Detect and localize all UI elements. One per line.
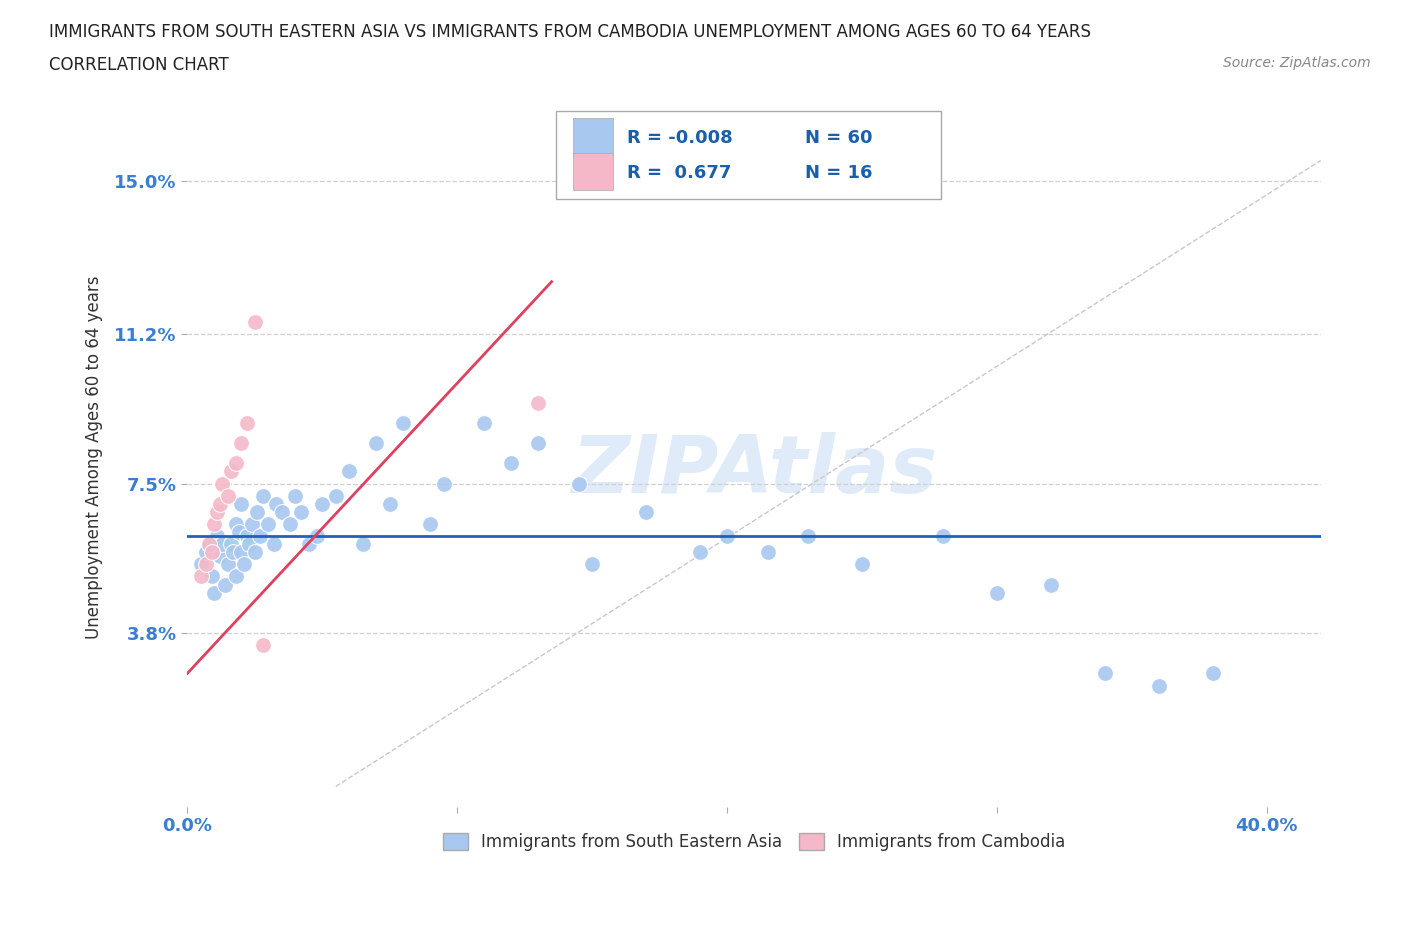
Point	[278, 516, 301, 531]
Point	[198, 537, 221, 551]
Point	[568, 476, 591, 491]
Point	[932, 528, 955, 543]
Point	[325, 488, 347, 503]
Point	[235, 416, 257, 431]
Point	[195, 557, 218, 572]
Legend: Immigrants from South Eastern Asia, Immigrants from Cambodia: Immigrants from South Eastern Asia, Immi…	[436, 826, 1071, 857]
Point	[290, 504, 312, 519]
Text: IMMIGRANTS FROM SOUTH EASTERN ASIA VS IMMIGRANTS FROM CAMBODIA UNEMPLOYMENT AMON: IMMIGRANTS FROM SOUTH EASTERN ASIA VS IM…	[49, 23, 1091, 41]
Point	[246, 504, 269, 519]
Point	[219, 537, 242, 551]
Point	[201, 569, 224, 584]
Point	[252, 488, 274, 503]
Point	[240, 516, 263, 531]
FancyBboxPatch shape	[572, 153, 613, 190]
Point	[501, 456, 523, 471]
Point	[851, 557, 873, 572]
Point	[797, 528, 820, 543]
Point	[433, 476, 456, 491]
Text: ZIPAtlas: ZIPAtlas	[571, 432, 938, 511]
Point	[263, 537, 285, 551]
Y-axis label: Unemployment Among Ages 60 to 64 years: Unemployment Among Ages 60 to 64 years	[86, 275, 103, 639]
Point	[243, 545, 266, 560]
Text: Source: ZipAtlas.com: Source: ZipAtlas.com	[1223, 56, 1371, 70]
Point	[195, 545, 218, 560]
Point	[228, 525, 250, 539]
Point	[352, 537, 374, 551]
Point	[527, 436, 550, 451]
Point	[217, 557, 239, 572]
Point	[235, 528, 257, 543]
Point	[233, 557, 256, 572]
Point	[205, 528, 228, 543]
Point	[311, 497, 333, 512]
Point	[225, 569, 247, 584]
Point	[214, 578, 236, 592]
Point	[689, 545, 711, 560]
Point	[716, 528, 738, 543]
Point	[243, 314, 266, 329]
Text: R =  0.677: R = 0.677	[627, 164, 731, 182]
Text: N = 16: N = 16	[806, 164, 873, 182]
Point	[378, 497, 401, 512]
Point	[581, 557, 603, 572]
Point	[257, 516, 280, 531]
Point	[366, 436, 388, 451]
Point	[225, 516, 247, 531]
Point	[305, 528, 328, 543]
Point	[202, 516, 225, 531]
Point	[208, 549, 231, 564]
Point	[337, 464, 360, 479]
Point	[201, 545, 224, 560]
Point	[1147, 678, 1170, 693]
Point	[225, 456, 247, 471]
Point	[231, 436, 253, 451]
Point	[198, 537, 221, 551]
Point	[1039, 578, 1062, 592]
Point	[238, 537, 260, 551]
Point	[208, 497, 231, 512]
Text: R = -0.008: R = -0.008	[627, 129, 733, 147]
Point	[249, 528, 271, 543]
Point	[756, 545, 779, 560]
Point	[472, 416, 495, 431]
Point	[211, 537, 233, 551]
Point	[419, 516, 441, 531]
Point	[270, 504, 292, 519]
Point	[231, 497, 253, 512]
Point	[986, 585, 1008, 600]
Point	[1202, 666, 1225, 681]
Point	[205, 504, 228, 519]
Point	[211, 476, 233, 491]
Point	[190, 557, 212, 572]
Point	[252, 638, 274, 653]
Point	[298, 537, 321, 551]
Point	[636, 504, 658, 519]
FancyBboxPatch shape	[555, 112, 941, 199]
Point	[202, 585, 225, 600]
Point	[392, 416, 415, 431]
Point	[527, 395, 550, 410]
Point	[222, 545, 245, 560]
Point	[284, 488, 307, 503]
FancyBboxPatch shape	[572, 118, 613, 154]
Point	[1094, 666, 1116, 681]
Point	[219, 464, 242, 479]
Text: N = 60: N = 60	[806, 129, 873, 147]
Point	[217, 488, 239, 503]
Point	[231, 545, 253, 560]
Text: CORRELATION CHART: CORRELATION CHART	[49, 56, 229, 73]
Point	[190, 569, 212, 584]
Point	[266, 497, 288, 512]
